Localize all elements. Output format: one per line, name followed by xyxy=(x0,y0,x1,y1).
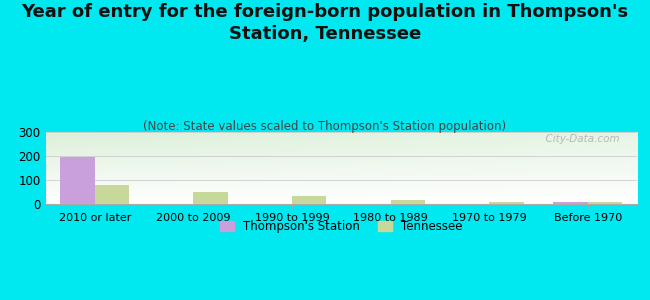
Bar xyxy=(489,202,524,204)
Bar xyxy=(194,191,228,204)
Bar xyxy=(60,157,95,204)
Bar xyxy=(588,202,622,204)
Text: (Note: State values scaled to Thompson's Station population): (Note: State values scaled to Thompson's… xyxy=(144,120,506,133)
Legend: Thompson's Station, Tennessee: Thompson's Station, Tennessee xyxy=(215,215,467,238)
Bar xyxy=(553,202,588,204)
Text: Year of entry for the foreign-born population in Thompson's
Station, Tennessee: Year of entry for the foreign-born popul… xyxy=(21,3,629,43)
Bar xyxy=(95,185,129,204)
Bar xyxy=(391,200,425,204)
Text: City-Data.com: City-Data.com xyxy=(539,134,619,144)
Bar xyxy=(292,196,326,204)
